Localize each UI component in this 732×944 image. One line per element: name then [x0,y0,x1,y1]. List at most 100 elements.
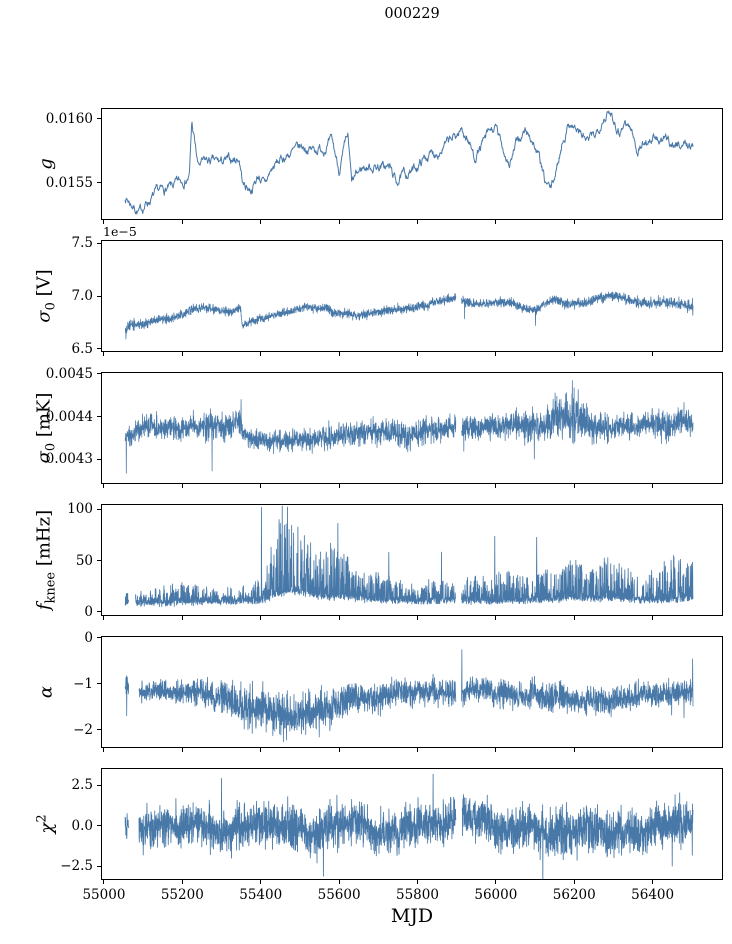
ytick-mark [97,825,101,827]
ytick-mark [97,683,101,685]
xtick-mark [338,616,340,620]
xtick-mark [416,484,418,488]
ytick-mark [97,865,101,867]
ytick-label: 7.0 [71,288,93,304]
ytick-label: 0.0 [71,817,93,834]
ytick-mark [97,242,101,244]
panel-chi-squared-plot-canvas [102,769,722,879]
xtick-mark [181,220,183,224]
xtick-mark [260,220,262,224]
xtick-mark [652,352,654,356]
ytick-mark [97,784,101,786]
xtick-mark [103,220,105,224]
ytick-label: 50 [75,552,93,569]
y-axis-label-alpha: α [35,685,57,699]
xtick-mark [652,220,654,224]
xtick-mark [181,352,183,356]
xtick-mark [103,616,105,620]
ytick-label: 6.5 [71,340,93,357]
xtick-mark [103,484,105,488]
xtick-mark [495,352,497,356]
ytick-label: 0.0155 [45,174,93,191]
ytick-mark [97,416,101,418]
xtick-mark [260,616,262,620]
xtick-mark [573,220,575,224]
ytick-mark [97,118,101,120]
panel-sigma0-volts-plot-canvas [102,241,722,351]
xtick-mark [652,616,654,620]
xtick-mark [260,748,262,752]
ytick-mark [97,295,101,297]
ytick-label: −2 [73,721,93,738]
xtick-mark [495,880,497,884]
ytick-label: 0.0045 [45,365,93,382]
ytick-label: 7.5 [71,235,93,252]
xtick-mark [103,748,105,752]
xtick-mark [338,484,340,488]
xtick-mark [573,352,575,356]
xtick-mark [416,748,418,752]
xtick-mark [573,616,575,620]
xtick-label: 55600 [317,887,361,903]
figure-title: 000229 [384,6,440,22]
xtick-mark [573,484,575,488]
xtick-mark [416,220,418,224]
xtick-mark [495,484,497,488]
ytick-mark [97,637,101,639]
ytick-mark [97,182,101,184]
ytick-label: 0.0043 [45,451,93,468]
ytick-label: 2.5 [71,777,93,794]
xtick-mark [573,748,575,752]
ytick-mark [97,611,101,613]
xtick-mark [652,880,654,884]
ytick-label: 0.0044 [45,408,93,425]
y-axis-label-fknee: fknee [mHz] [33,509,59,611]
ytick-mark [97,729,101,731]
x-axis-label: MJD [390,905,434,927]
xtick-mark [416,616,418,620]
y-axis-label-sigma0-volts: σ0 [V] [33,269,59,323]
y-axis-offset-text: 1e−5 [103,224,137,239]
ytick-label: 0 [84,629,93,646]
ytick-mark [97,373,101,375]
xtick-mark [260,880,262,884]
xtick-mark [103,880,105,884]
y-axis-label-gain: g [35,158,57,170]
xtick-mark [652,748,654,752]
xtick-mark [652,484,654,488]
xtick-mark [495,220,497,224]
xtick-label: 56000 [474,887,518,903]
xtick-mark [338,220,340,224]
xtick-mark [103,352,105,356]
ytick-label: −1 [73,675,93,692]
xtick-mark [181,880,183,884]
xtick-mark [338,880,340,884]
xtick-label: 56200 [552,887,596,903]
panel-alpha-plot-canvas [102,637,722,747]
ytick-mark [97,348,101,350]
xtick-label: 55800 [396,887,439,903]
panel-fknee-plot-canvas [102,505,722,615]
ytick-label: 100 [67,501,93,518]
xtick-mark [181,484,183,488]
xtick-mark [338,352,340,356]
xtick-mark [416,352,418,356]
ytick-mark [97,458,101,460]
panel-sigma0-millikelvin-plot-canvas [102,373,722,483]
xtick-mark [416,880,418,884]
ytick-mark [97,560,101,561]
xtick-mark [260,352,262,356]
ytick-label: 0 [84,603,93,620]
xtick-mark [181,616,183,620]
xtick-mark [495,616,497,620]
xtick-label: 56400 [631,887,675,903]
y-axis-label-sigma0-millikelvin: σ0 [mK] [33,392,59,464]
xtick-mark [338,748,340,752]
ytick-mark [97,508,101,510]
xtick-mark [181,748,183,752]
xtick-label: 55200 [160,887,204,903]
y-axis-label-chi-squared: χ2 [34,814,58,834]
xtick-label: 55400 [239,887,283,903]
xtick-mark [573,880,575,884]
